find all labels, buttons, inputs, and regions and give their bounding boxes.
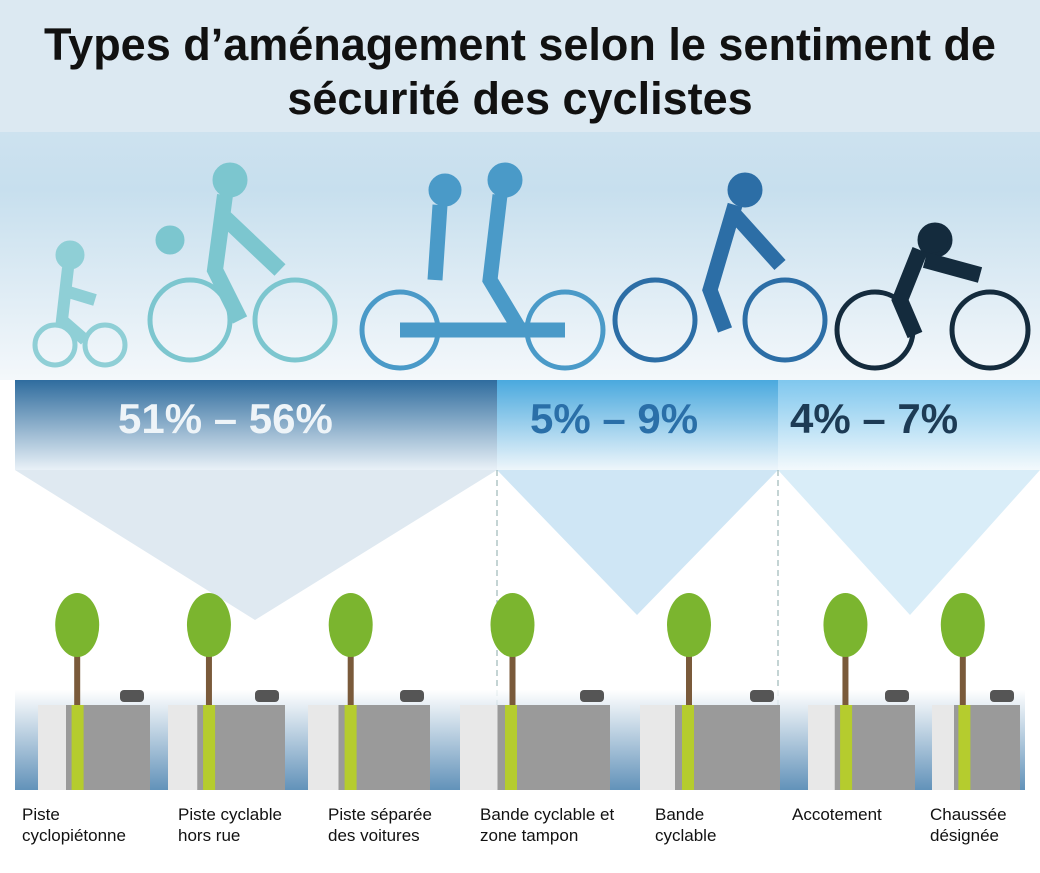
- band-3: [778, 380, 1040, 470]
- title-band: [0, 0, 1040, 132]
- percent-range: 4% – 7%: [790, 395, 959, 442]
- tree-crown: [667, 593, 711, 657]
- percent-range: 51% – 56%: [118, 395, 333, 442]
- sidewalk: [308, 705, 339, 790]
- band-1: [15, 380, 497, 470]
- facility-label: Bande cyclable: [655, 805, 717, 845]
- sidewalk: [460, 705, 498, 790]
- facility-label: Piste cyclopiétonne: [22, 805, 126, 845]
- tree-trunk: [959, 640, 966, 705]
- tree-trunk: [842, 640, 849, 705]
- bike-strip: [203, 705, 216, 790]
- bike-strip: [71, 705, 84, 790]
- band-2: [497, 380, 778, 470]
- car: [580, 690, 604, 702]
- funnel-1: [15, 470, 497, 620]
- bike-strip: [958, 705, 971, 790]
- sidewalk: [640, 705, 675, 790]
- tree-trunk: [347, 640, 354, 705]
- tree-crown: [328, 593, 373, 657]
- bike-strip: [840, 705, 853, 790]
- funnel-2: [497, 470, 778, 615]
- sidewalk: [932, 705, 954, 790]
- title: Types d’aménagement selon le sentiment d…: [44, 19, 996, 124]
- facility-label: Bande cyclable et zone tampon: [480, 805, 615, 845]
- tree-trunk: [74, 640, 81, 705]
- sidewalk: [808, 705, 835, 790]
- facility-label: Accotement: [792, 805, 882, 824]
- tree-crown: [490, 593, 535, 657]
- car: [885, 690, 909, 702]
- car: [990, 690, 1014, 702]
- car: [750, 690, 774, 702]
- bike-strip: [344, 705, 357, 790]
- bike-strip: [682, 705, 694, 790]
- tree-crown: [55, 593, 100, 657]
- tree-crown: [186, 593, 231, 657]
- car: [400, 690, 424, 702]
- tree-trunk: [205, 640, 212, 705]
- roads: [38, 593, 1020, 790]
- percent-range: 5% – 9%: [530, 395, 699, 442]
- tree-trunk: [686, 640, 692, 705]
- facility-label: Chaussée désignée: [930, 805, 1007, 845]
- sidewalk: [168, 705, 198, 790]
- tree-crown: [940, 593, 985, 657]
- bike-strip: [505, 705, 517, 790]
- tree-trunk: [509, 640, 516, 705]
- tree-crown: [823, 593, 868, 657]
- funnel-3: [778, 470, 1040, 615]
- car: [255, 690, 279, 702]
- cyclists: [32, 162, 1031, 371]
- facility-label: Piste cyclable hors rue: [178, 805, 282, 845]
- sidewalk: [38, 705, 66, 790]
- car: [120, 690, 144, 702]
- facility-label: Piste séparée des voitures: [328, 805, 432, 845]
